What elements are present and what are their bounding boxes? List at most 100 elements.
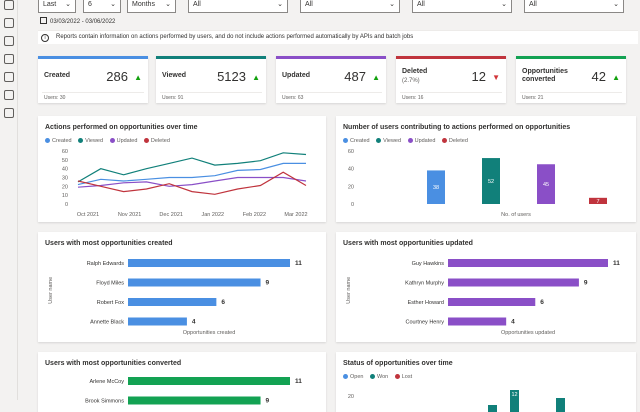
chevron-down-icon: ⌄ — [277, 1, 283, 8]
kpi-created[interactable]: Created 286 ▲ Users: 30 — [38, 56, 148, 103]
line-chart: 0 10 20 30 40 50 60 Oct 2021 Nov 2021 Dec 2021 Jan… — [62, 149, 308, 218]
bar-value-label: 9 — [266, 398, 270, 405]
category-label: Annette Black — [90, 320, 124, 326]
filter-dropdown-2[interactable]: All ⌄ — [300, 0, 400, 13]
category-label: Courtney Henry — [405, 320, 444, 326]
bar-value-label: 9 — [584, 280, 588, 287]
bar-value-label: 6 — [221, 299, 225, 306]
y-axis-label: User name — [346, 277, 352, 304]
trend-up-icon: ▲ — [372, 73, 380, 82]
y-axis-label: User name — [48, 277, 54, 304]
y-tick-label: 20 — [348, 184, 354, 190]
x-tick-label: Oct 2021 — [77, 212, 99, 218]
y-tick-label: 40 — [348, 167, 354, 173]
bar-deleted — [589, 197, 607, 204]
category-label: Floyd Miles — [96, 281, 124, 287]
series-line-viewed — [77, 152, 307, 183]
bar-arlene-mccoy — [128, 377, 290, 385]
kpi-deleted[interactable]: Deleted (2.7%) 12 ▼ Users: 16 — [396, 56, 506, 103]
chevron-down-icon: ⌄ — [389, 1, 395, 8]
y-tick-label: 0 — [351, 202, 354, 208]
chart-legend: Created Viewed Updated Deleted — [45, 138, 175, 144]
bar-value-label: 6 — [540, 299, 544, 306]
bar-won — [488, 405, 497, 412]
bar-value-label: 4 — [192, 319, 196, 326]
y-tick-label: 30 — [62, 176, 68, 182]
bar-guy-hawkins — [448, 259, 608, 267]
bar-kathryn-murphy — [448, 278, 579, 287]
bar-courtney-henry — [448, 317, 507, 326]
trend-up-icon: ▲ — [252, 73, 260, 82]
recent-icon[interactable] — [4, 18, 14, 28]
accounts-icon[interactable] — [4, 54, 14, 64]
users-created-card: Users with most opportunities created Ra… — [38, 232, 326, 342]
home-icon[interactable] — [4, 0, 14, 10]
contacts-icon[interactable] — [4, 72, 14, 82]
bar-value-label: 38 — [433, 185, 439, 191]
category-label: Guy Hawkins — [412, 261, 445, 267]
x-axis-label: Opportunities created — [183, 330, 236, 336]
period-type-dropdown[interactable]: Last ⌄ — [38, 0, 76, 13]
filter-dropdown-1[interactable]: All ⌄ — [188, 0, 288, 13]
x-axis-label: No. of users — [501, 212, 531, 218]
leads-icon[interactable] — [4, 90, 14, 100]
x-tick-label: Mar 2022 — [284, 212, 307, 218]
bar-value-label: 52 — [488, 179, 494, 185]
kpi-updated[interactable]: Updated 487 ▲ Users: 63 — [276, 56, 386, 103]
bar-value-label: 45 — [543, 182, 549, 188]
filter-dropdown-4[interactable]: All ⌄ — [524, 0, 624, 13]
y-tick-label: 60 — [62, 149, 68, 155]
bar-value-label: 12 — [511, 392, 517, 398]
x-axis-label: Opportunities updated — [501, 330, 555, 336]
y-tick-label: 0 — [65, 202, 68, 208]
bar-created — [427, 170, 445, 204]
users-converted-chart: Arlene McCoy 11 Brook Simmons 9 — [85, 377, 302, 405]
filter-dropdown-3[interactable]: All ⌄ — [412, 0, 512, 13]
date-range: 03/03/2022 - 03/06/2022 — [40, 17, 115, 27]
bar-won — [556, 398, 565, 412]
bar-annette-black — [128, 317, 187, 326]
bar-robert-fox — [128, 298, 217, 306]
status-chart: 20 12 — [348, 390, 565, 412]
bar-updated — [537, 164, 555, 204]
x-tick-label: Dec 2021 — [159, 212, 183, 218]
info-icon: i — [41, 34, 49, 42]
chart-legend: Created Viewed Updated Deleted — [343, 138, 473, 144]
series-line-updated — [77, 176, 307, 188]
kpi-viewed[interactable]: Viewed 5123 ▲ Users: 91 — [156, 56, 266, 103]
bar-ralph-edwards — [128, 259, 290, 267]
users-contributing-card: Number of users contributing to actions … — [336, 116, 636, 222]
users-updated-chart: Guy Hawkins 11 Kathryn Murphy 9 Esther Howar… — [346, 259, 620, 336]
trend-up-icon: ▲ — [612, 73, 620, 82]
activity-icon[interactable] — [4, 36, 14, 46]
period-unit-dropdown[interactable]: Months ⌄ — [127, 0, 176, 13]
chevron-down-icon: ⌄ — [613, 1, 619, 8]
trend-down-icon: ▼ — [492, 73, 500, 82]
category-label: Robert Fox — [97, 300, 124, 306]
reports-icon[interactable] — [4, 108, 14, 118]
category-label: Brook Simmons — [85, 399, 124, 405]
bar-esther-howard — [448, 298, 536, 306]
chevron-down-icon: ⌄ — [165, 1, 171, 8]
y-tick-label: 10 — [62, 193, 68, 199]
status-over-time-card: Status of opportunities over time Open W… — [336, 352, 636, 412]
chevron-down-icon: ⌄ — [110, 1, 116, 8]
y-tick-label: 20 — [62, 184, 68, 190]
users-created-chart: Ralph Edwards 11 Floyd Miles 9 Robert Fox 6 An… — [48, 259, 302, 336]
y-tick-label: 20 — [348, 394, 354, 400]
category-label: Arlene McCoy — [89, 379, 124, 385]
y-tick-label: 40 — [62, 167, 68, 173]
dashboard: Last ⌄ 6 ⌄ Months ⌄ All ⌄ All ⌄ All ⌄ All ⌄ 03/… — [30, 0, 638, 412]
chart-legend: Open Won Lost — [343, 374, 417, 380]
period-count-dropdown[interactable]: 6 ⌄ — [83, 0, 121, 13]
series-line-deleted — [77, 171, 307, 195]
bar-brook-simmons — [128, 396, 261, 405]
info-banner: i Reports contain information on actions… — [38, 30, 638, 44]
actions-over-time-card: Actions performed on opportunities over … — [38, 116, 326, 222]
bar-value-label: 11 — [295, 378, 302, 385]
users-updated-card: Users with most opportunities updated Gu… — [336, 232, 636, 342]
chevron-down-icon: ⌄ — [501, 1, 507, 8]
left-nav-rail — [0, 0, 18, 400]
bar-value-label: 9 — [266, 280, 270, 287]
kpi-converted[interactable]: Opportunities converted 42 ▲ Users: 21 — [516, 56, 626, 103]
